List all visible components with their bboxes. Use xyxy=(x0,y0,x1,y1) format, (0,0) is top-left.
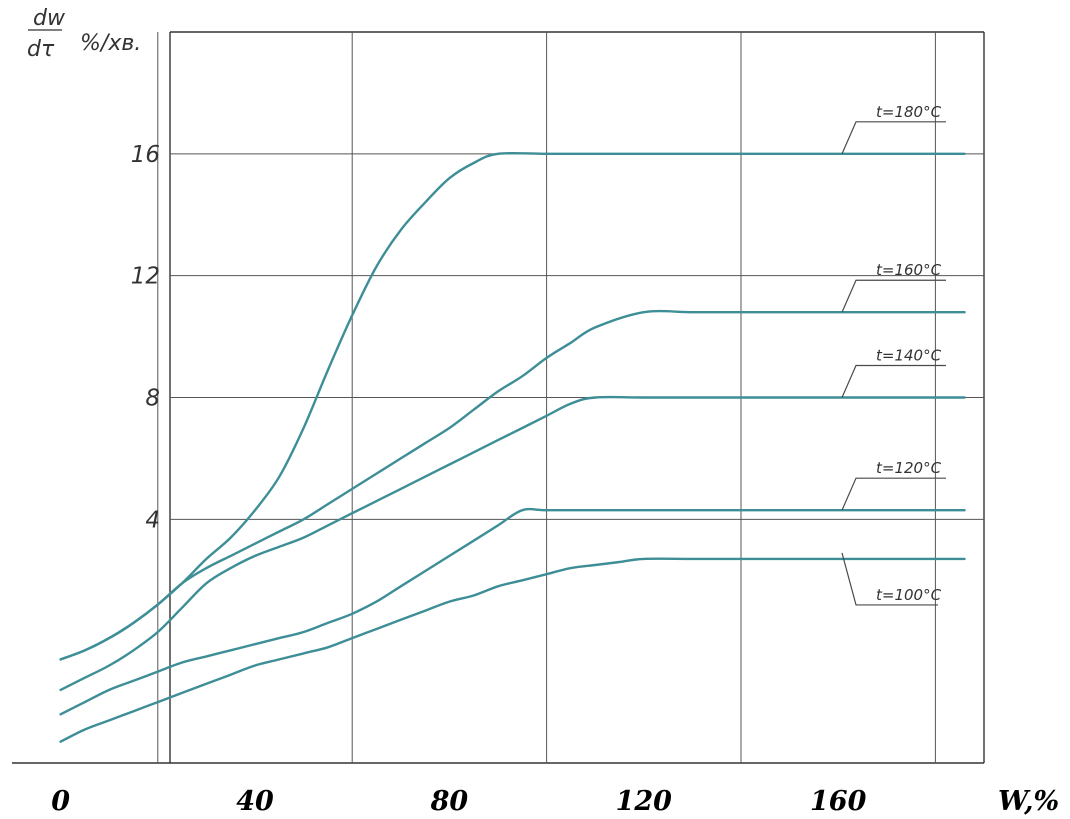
y-tick-labels: 4 8 12 16 xyxy=(131,142,160,533)
x-tick-labels: 0 40 80 120 160 xyxy=(51,786,866,817)
series-label-leader xyxy=(841,121,946,155)
x-tick-label: 40 xyxy=(236,786,274,817)
y-axis-label-unit: %/хв. xyxy=(80,31,141,56)
x-axis-label: W,% xyxy=(998,786,1059,817)
series-label-leader xyxy=(841,364,946,398)
series-label-1: t=180°С xyxy=(876,103,942,121)
series-labels: t=180°С t=160°С t=140°С t=120°С t=100°С xyxy=(876,103,942,604)
series-label-5: t=100°С xyxy=(876,586,942,604)
series-line-4 xyxy=(59,507,966,716)
y-tick-label: 12 xyxy=(131,264,160,290)
x-tick-label: 120 xyxy=(616,786,673,817)
series-label-leader xyxy=(841,477,946,511)
series-lines xyxy=(59,151,966,743)
y-tick-label: 8 xyxy=(145,386,160,412)
y-tick-label: 16 xyxy=(131,142,160,168)
series-label-leader xyxy=(841,552,938,606)
y-axis-label-denominator: dτ xyxy=(27,37,55,62)
x-tick-label: 0 xyxy=(51,786,70,817)
series-line-5 xyxy=(59,557,966,743)
series-line-3 xyxy=(59,395,966,692)
y-axis-title: dw dτ %/хв. xyxy=(27,6,141,62)
series-label-4: t=120°С xyxy=(876,459,942,477)
series-label-leaders xyxy=(841,121,946,606)
series-label-2: t=160°С xyxy=(876,261,942,279)
series-label-3: t=140°С xyxy=(876,347,942,365)
series-label-leader xyxy=(841,279,946,313)
x-tick-label: 160 xyxy=(810,786,867,817)
x-tick-label: 80 xyxy=(430,786,469,817)
y-axis-label-numerator: dw xyxy=(33,6,66,31)
series-line-2 xyxy=(59,309,966,661)
y-tick-label: 4 xyxy=(145,507,160,533)
